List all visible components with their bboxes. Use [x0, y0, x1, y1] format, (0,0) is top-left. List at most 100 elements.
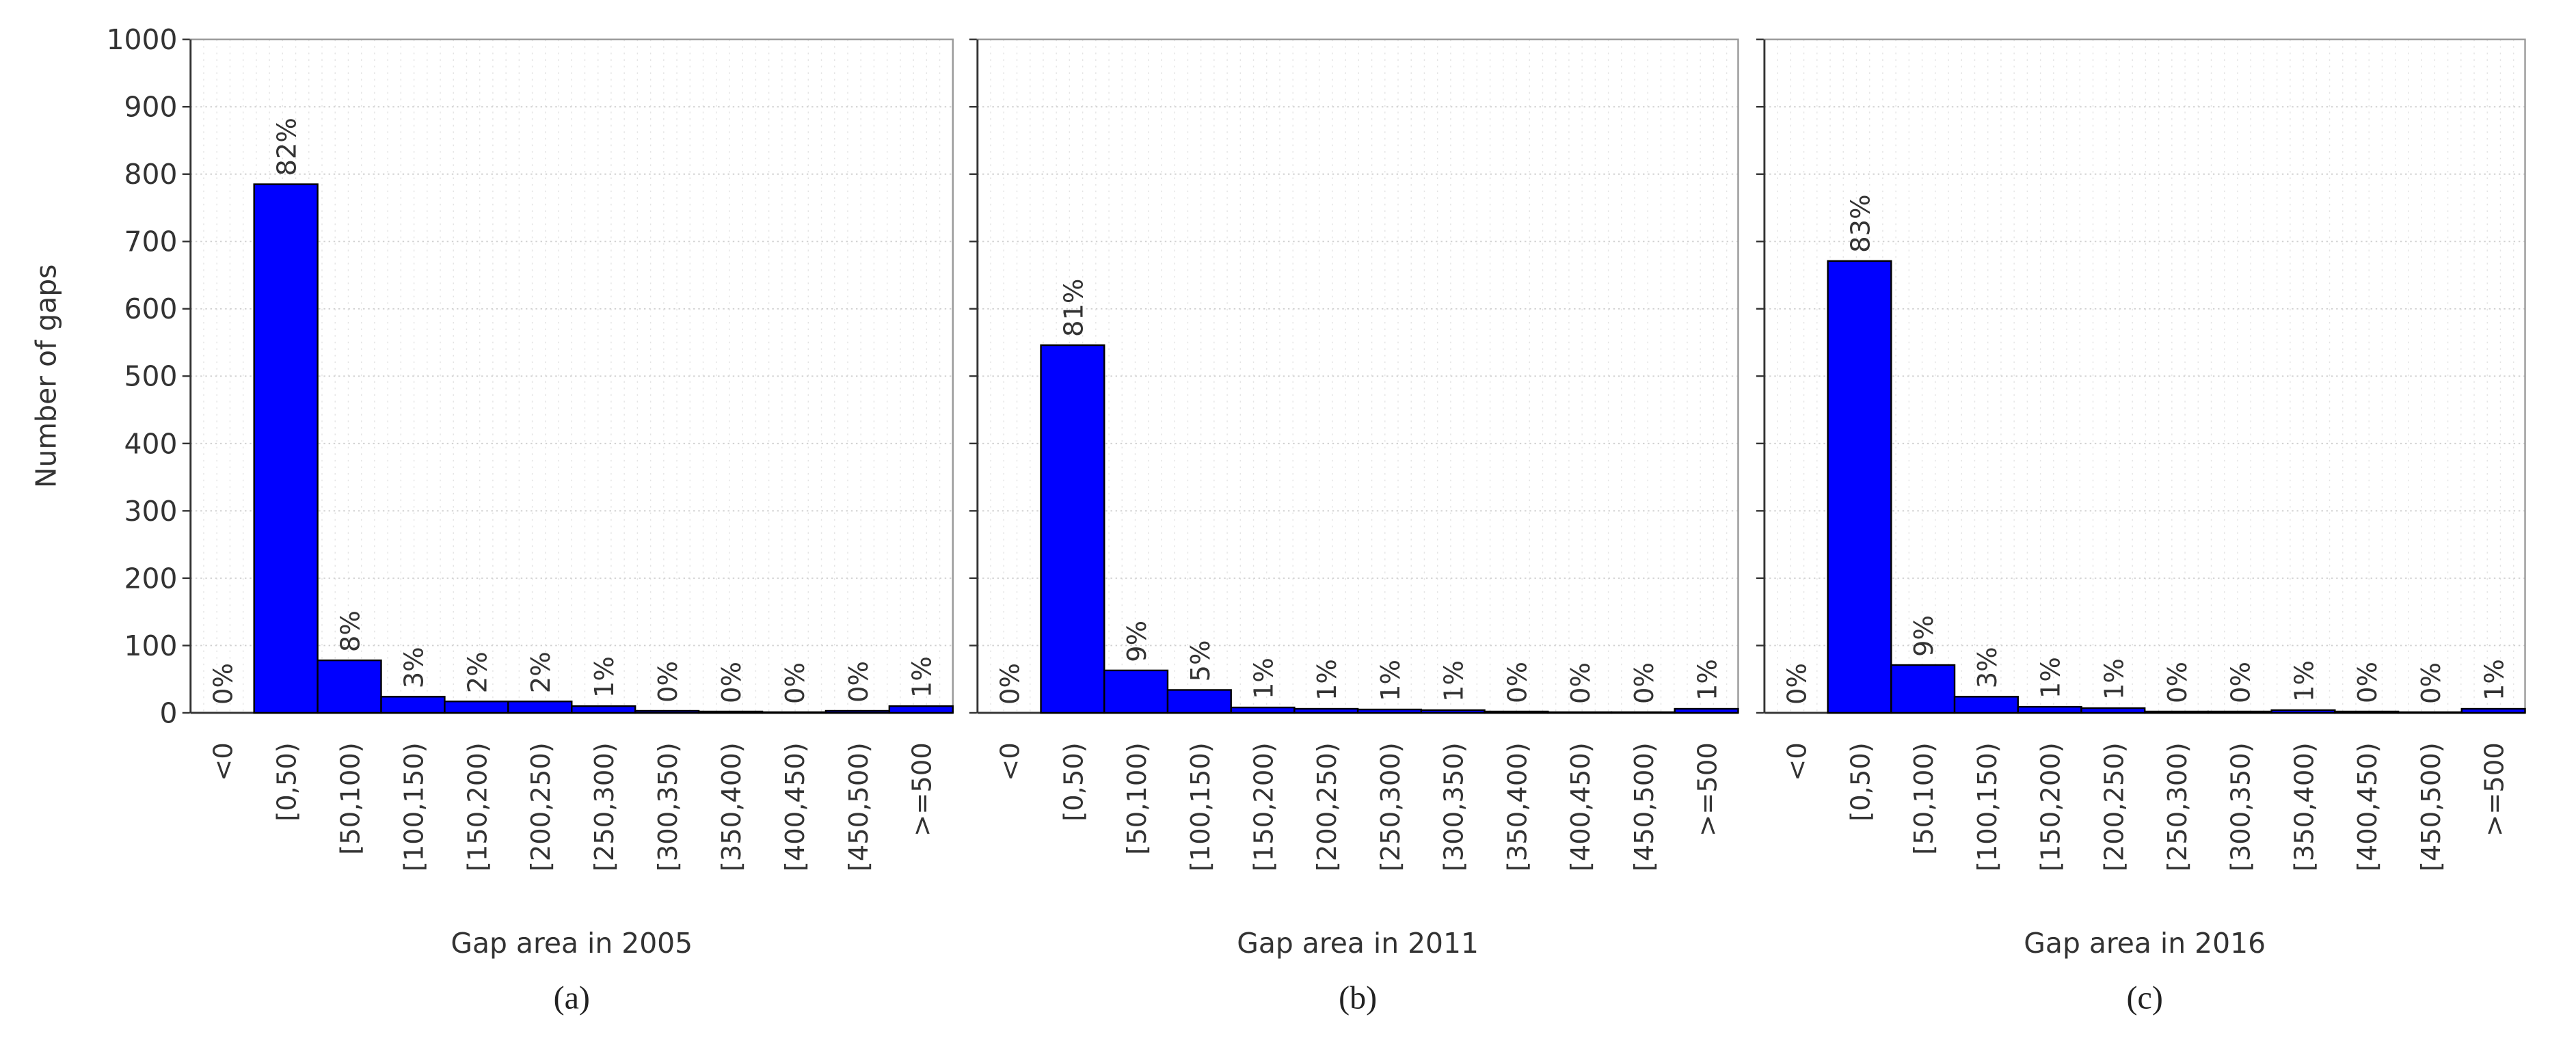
bar [380, 696, 446, 714]
y-tick-label: 0 [160, 696, 178, 729]
value-label: 0% [2416, 662, 2447, 704]
y-tick-label: 500 [124, 360, 178, 393]
value-label: 81% [1058, 279, 1089, 337]
x-tick-label: [300,350) [653, 742, 684, 871]
value-label: 3% [399, 647, 429, 688]
x-tick-label: [250,300) [2162, 742, 2193, 871]
value-label: 5% [1185, 640, 1216, 681]
bar [1610, 711, 1676, 714]
x-tick-label: <0 [209, 742, 239, 781]
bar [571, 705, 636, 714]
bar [1890, 664, 1956, 714]
value-label: 1% [2289, 660, 2320, 702]
y-tick-label: 900 [124, 91, 178, 124]
y-tick-label: 1000 [107, 23, 178, 56]
x-tick-label: [200,250) [526, 742, 556, 871]
x-tick-label: >=500 [1692, 742, 1723, 837]
x-tick-label: <0 [995, 742, 1026, 781]
bar [2460, 707, 2526, 714]
y-axis-title: Number of gaps [30, 265, 63, 489]
x-tick-label: [450,500) [844, 742, 874, 871]
x-tick-label: [0,50) [1058, 742, 1089, 822]
value-label: 0% [2226, 662, 2257, 703]
x-tick-label: [250,300) [589, 742, 620, 871]
value-label: 1% [2099, 658, 2130, 700]
y-tick-label: 800 [124, 158, 178, 191]
bar [1484, 710, 1549, 714]
value-label: 0% [716, 662, 747, 703]
y-tick-label: 200 [124, 562, 178, 595]
value-label: 2% [462, 651, 493, 693]
bar [2143, 710, 2210, 714]
value-label: 0% [995, 663, 1026, 705]
value-label: 82% [272, 118, 303, 176]
x-axis-title: Gap area in 2011 [1237, 927, 1479, 960]
x-axis-title: Gap area in 2016 [2024, 927, 2266, 960]
value-label: 0% [780, 662, 811, 704]
y-tick-label: 400 [124, 427, 178, 460]
x-tick-label: [50,100) [1909, 742, 1940, 854]
value-label: 0% [1782, 663, 1813, 705]
bar [2017, 705, 2082, 714]
value-label: 8% [335, 610, 366, 652]
x-axis-title: Gap area in 2005 [451, 927, 693, 960]
value-label: 3% [1972, 647, 2003, 688]
bar [2397, 711, 2463, 714]
value-label: 0% [653, 661, 684, 703]
x-tick-label: [350,400) [716, 742, 747, 871]
x-tick-label: [0,50) [1845, 742, 1876, 822]
bar [1827, 260, 1892, 714]
value-label: 1% [1248, 658, 1279, 699]
panel-caption: (a) [554, 980, 590, 1016]
x-tick-label: [350,400) [1502, 742, 1533, 871]
x-tick-label: >=500 [907, 742, 938, 837]
value-label: 1% [907, 656, 938, 698]
x-tick-label: >=500 [2480, 742, 2510, 837]
x-tick-label: [150,200) [462, 742, 493, 871]
bar [1547, 711, 1613, 714]
x-tick-label: [400,450) [2352, 742, 2383, 871]
bar [2334, 710, 2400, 714]
value-label: 9% [1122, 621, 1153, 662]
bar [1293, 707, 1359, 714]
value-label: 83% [1845, 194, 1876, 252]
bar [1230, 706, 1296, 714]
y-tick-label: 700 [124, 226, 178, 258]
panel-caption: (b) [1339, 980, 1377, 1016]
x-tick-label: [100,150) [1185, 742, 1216, 871]
x-tick-label: [450,500) [2416, 742, 2447, 871]
value-label: 1% [589, 656, 620, 698]
x-tick-label: <0 [1782, 742, 1813, 781]
x-tick-label: [50,100) [1122, 742, 1153, 854]
x-tick-label: [200,250) [1312, 742, 1343, 871]
bar [2080, 707, 2146, 714]
x-tick-label: [400,450) [780, 742, 811, 871]
bar [1953, 696, 2019, 714]
value-label: 1% [1439, 660, 1470, 702]
bar [761, 711, 827, 714]
bar [697, 710, 764, 714]
x-tick-label: [100,150) [1972, 742, 2003, 871]
value-label: 1% [2480, 659, 2510, 701]
bar [1420, 709, 1486, 714]
bar [2270, 709, 2336, 714]
value-label: 1% [1376, 660, 1406, 701]
x-tick-label: [50,100) [335, 742, 366, 854]
y-tick-label: 100 [124, 629, 178, 662]
x-tick-label: [400,450) [1566, 742, 1596, 871]
y-tick-label: 300 [124, 495, 178, 528]
bar [888, 705, 954, 714]
value-label: 0% [1502, 662, 1533, 703]
x-tick-label: [150,200) [1248, 742, 1279, 871]
x-tick-label: [150,200) [2036, 742, 2067, 871]
value-label: 2% [526, 651, 556, 693]
value-label: 0% [844, 661, 874, 703]
value-label: 0% [1629, 662, 1660, 704]
x-tick-label: [450,500) [1629, 742, 1660, 871]
x-tick-label: [200,250) [2099, 742, 2130, 871]
value-label: 1% [1692, 659, 1723, 701]
bar [1674, 707, 1739, 714]
bar [253, 183, 319, 714]
x-tick-label: [350,400) [2289, 742, 2320, 871]
